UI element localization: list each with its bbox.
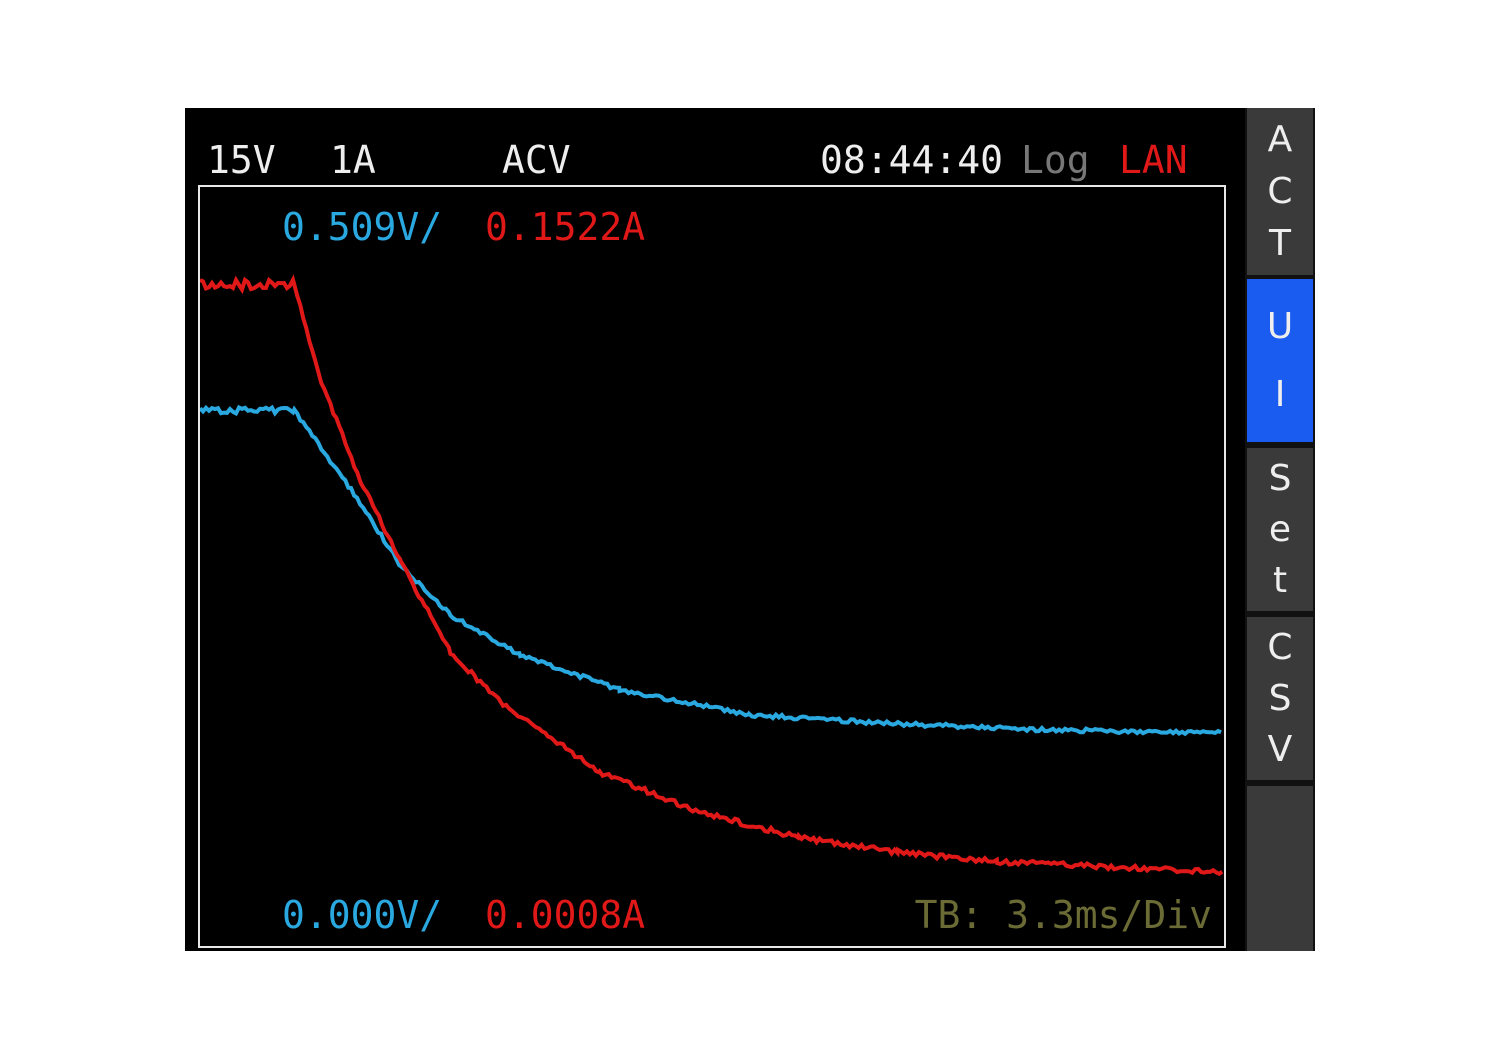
csv-button[interactable]: C S V (1247, 617, 1313, 780)
bottom-voltage-scale: 0.000V/ (282, 895, 442, 935)
empty-softkey[interactable] (1247, 786, 1313, 951)
act-letter: T (1269, 223, 1291, 264)
voltage-range: 15V (207, 140, 276, 180)
current-trace (200, 280, 1222, 874)
top-voltage-scale: 0.509V/ (282, 207, 442, 247)
csv-letter: V (1268, 729, 1293, 770)
csv-letter: S (1269, 678, 1292, 719)
clock: 08:44:40 (820, 140, 1003, 180)
mode-label: ACV (502, 140, 571, 180)
act-letter: C (1267, 171, 1292, 212)
softkey-bar: A C T U I S e t C S V (1245, 108, 1315, 951)
set-letter: S (1269, 458, 1292, 499)
ui-letter: U (1267, 306, 1293, 347)
lan-indicator: LAN (1119, 140, 1188, 180)
bottom-current-scale: 0.0008A (485, 895, 645, 935)
log-indicator: Log (1021, 140, 1090, 180)
current-range: 1A (330, 140, 376, 180)
set-letter: t (1273, 560, 1287, 601)
plot-frame: 0.509V/ 0.1522A 0.000V/ 0.0008A TB: 3.3m… (198, 185, 1226, 948)
top-current-scale: 0.1522A (485, 207, 645, 247)
act-letter: A (1268, 119, 1293, 160)
csv-letter: C (1267, 627, 1292, 668)
waveform-plot (200, 187, 1224, 946)
ui-button[interactable]: U I (1247, 279, 1313, 442)
set-letter: e (1269, 509, 1291, 550)
act-button[interactable]: A C T (1247, 108, 1313, 275)
set-button[interactable]: S e t (1247, 448, 1313, 611)
device-screen: 15V 1A ACV 08:44:40 Log LAN 0.509V/ 0.15… (185, 108, 1245, 951)
timebase-label: TB: 3.3ms/Div (915, 895, 1212, 935)
voltage-trace (200, 408, 1221, 734)
ui-letter: I (1275, 374, 1286, 415)
